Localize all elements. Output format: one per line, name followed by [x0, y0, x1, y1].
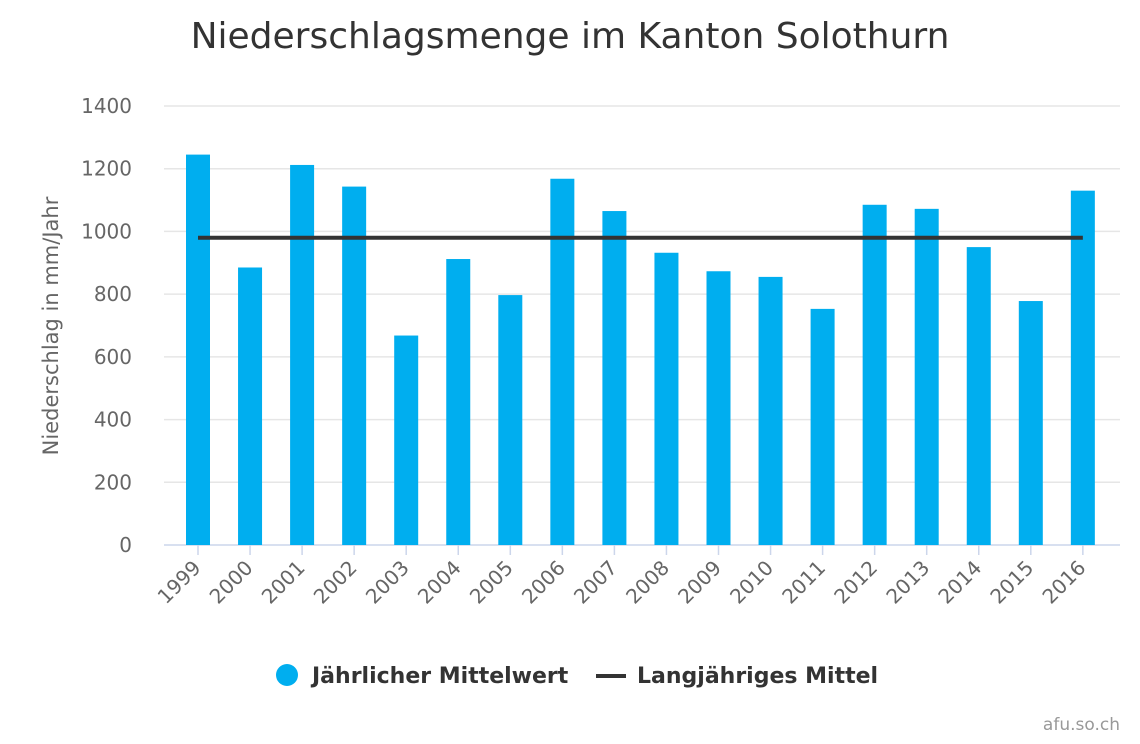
bar[interactable]: [810, 308, 835, 545]
legend: Jährlicher Mittelwert Langjähriges Mitte…: [276, 664, 878, 689]
y-tick-label: 400: [94, 408, 132, 432]
x-tick-label: 2008: [621, 556, 674, 609]
bar[interactable]: [758, 276, 783, 545]
bar[interactable]: [290, 164, 315, 546]
bar[interactable]: [498, 295, 523, 545]
bar-series: [186, 154, 1095, 546]
x-tick-label: 1999: [153, 556, 206, 609]
x-tick-label: 2005: [465, 556, 518, 609]
bar[interactable]: [550, 178, 575, 545]
x-tick-label: 2001: [257, 556, 310, 609]
legend-bar-label[interactable]: Jährlicher Mittelwert: [310, 664, 569, 689]
bar[interactable]: [706, 271, 731, 545]
x-tick-label: 2003: [361, 556, 414, 609]
legend-bar-marker[interactable]: [276, 664, 298, 686]
x-tick-label: 2015: [985, 556, 1038, 609]
credit-text[interactable]: afu.so.ch: [1043, 715, 1120, 735]
x-axis-ticks: 1999 2000 2001 2002 2003 2004 2005 2006 2007 2008…: [153, 545, 1090, 609]
x-tick-label: 2002: [309, 556, 362, 609]
x-tick-label: 2011: [777, 556, 830, 609]
bar[interactable]: [914, 208, 939, 545]
x-tick-label: 2004: [413, 556, 466, 609]
bar[interactable]: [1018, 301, 1043, 545]
y-tick-label: 800: [94, 282, 132, 306]
x-tick-label: 2012: [829, 556, 882, 609]
x-tick-label: 2000: [205, 556, 258, 609]
bar[interactable]: [602, 211, 627, 545]
y-tick-label: 200: [94, 470, 132, 494]
x-tick-label: 2014: [933, 556, 986, 609]
x-tick-label: 2010: [725, 556, 778, 609]
x-tick-label: 2006: [517, 556, 570, 609]
x-tick-label: 2009: [673, 556, 726, 609]
bar[interactable]: [654, 252, 679, 545]
x-tick-label: 2016: [1037, 556, 1090, 609]
y-tick-label: 0: [119, 533, 132, 557]
bar[interactable]: [238, 267, 263, 545]
bar[interactable]: [966, 247, 991, 545]
x-tick-label: 2007: [569, 556, 622, 609]
bar[interactable]: [1070, 190, 1095, 545]
legend-line-label[interactable]: Langjähriges Mittel: [637, 664, 878, 689]
chart-title: Niederschlagsmenge im Kanton Solothurn: [191, 16, 950, 57]
grid: [164, 105, 1120, 546]
bar[interactable]: [186, 154, 210, 545]
bar[interactable]: [342, 186, 367, 545]
y-tick-label: 1200: [81, 157, 132, 181]
bar[interactable]: [862, 204, 887, 545]
bar[interactable]: [446, 259, 471, 545]
y-axis-title: Niederschlag in mm/Jahr: [39, 196, 63, 455]
x-tick-label: 2013: [881, 556, 934, 609]
y-axis-ticks: 0 200 400 600 800 1000 1200 1400: [81, 94, 132, 557]
y-tick-label: 1400: [81, 94, 132, 118]
y-tick-label: 1000: [81, 219, 132, 243]
bar[interactable]: [394, 335, 419, 545]
y-tick-label: 600: [94, 345, 132, 369]
